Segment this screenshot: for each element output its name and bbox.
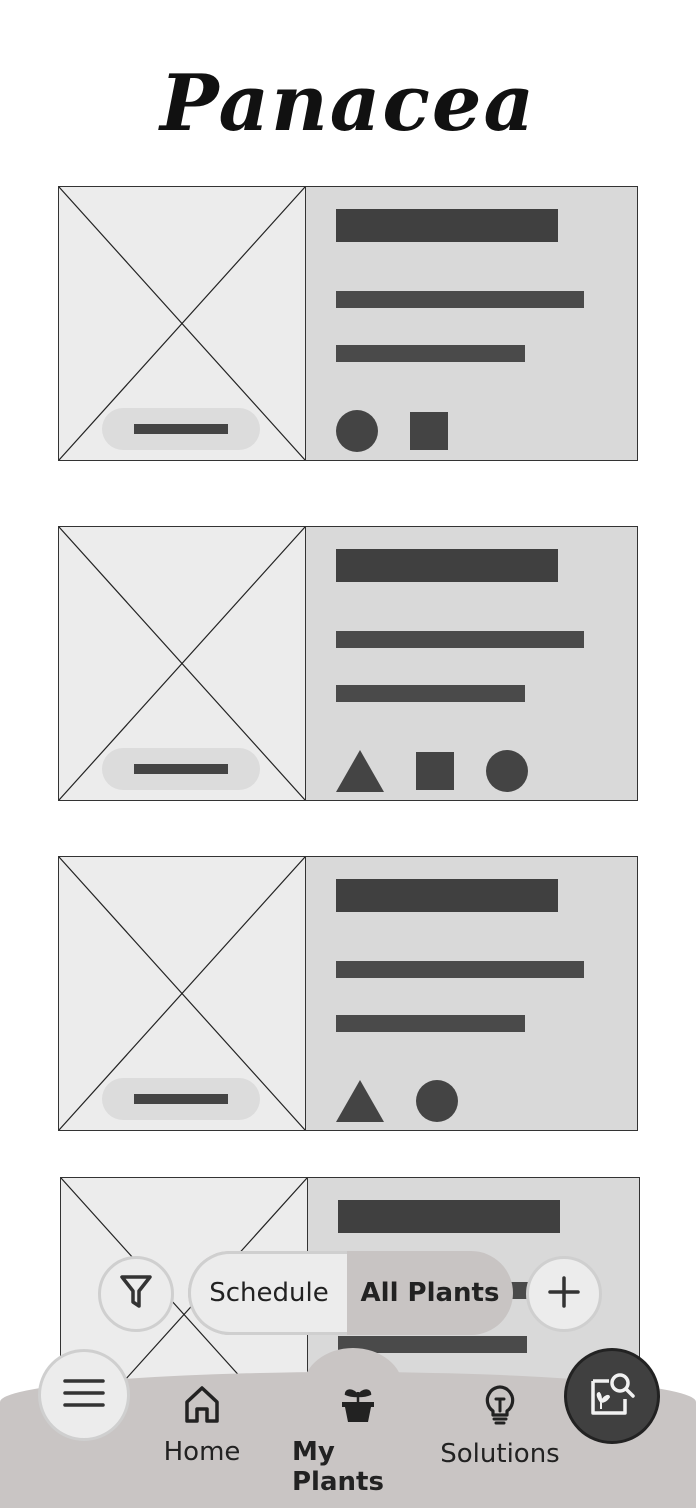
plant-scan-search-icon: [587, 1369, 637, 1423]
plant-text-line-placeholder: [336, 291, 584, 308]
square-indicator: [410, 412, 448, 450]
menu-button[interactable]: [38, 1349, 130, 1441]
circle-indicator: [486, 750, 528, 792]
plant-text-line-placeholder: [338, 1336, 527, 1353]
nav-item-home[interactable]: Home: [163, 1384, 241, 1467]
plant-text-line-placeholder: [336, 631, 584, 648]
plant-text-line-placeholder: [336, 961, 584, 978]
plant-image-placeholder: [59, 187, 306, 460]
triangle-indicator: [336, 1080, 384, 1122]
add-plant-button[interactable]: [526, 1256, 602, 1332]
nav-label-home: Home: [163, 1437, 241, 1467]
nav-label-solutions: Solutions: [440, 1439, 560, 1469]
plant-image-placeholder: [59, 527, 306, 800]
triangle-indicator: [336, 750, 384, 792]
plant-text-line-placeholder: [336, 685, 525, 702]
plant-title-placeholder: [338, 1200, 560, 1233]
plant-image-placeholder: [59, 857, 306, 1130]
plant-care-indicators: [336, 1079, 458, 1123]
scan-plant-button[interactable]: [564, 1348, 660, 1444]
nav-item-my-plants[interactable]: My Plants: [292, 1384, 424, 1497]
plant-card[interactable]: [58, 856, 638, 1131]
circle-indicator: [336, 410, 378, 452]
plant-pot-icon: [338, 1384, 378, 1431]
plus-icon: [547, 1275, 581, 1313]
hamburger-menu-icon: [63, 1378, 105, 1412]
square-indicator: [416, 752, 454, 790]
plant-title-placeholder: [336, 879, 558, 912]
lightbulb-icon: [482, 1384, 518, 1433]
plant-title-placeholder: [336, 209, 558, 242]
plant-text-line-placeholder: [336, 1015, 525, 1032]
tab-all-plants[interactable]: All Plants: [360, 1278, 500, 1308]
circle-indicator: [416, 1080, 458, 1122]
plant-title-placeholder: [336, 549, 558, 582]
nav-item-solutions[interactable]: Solutions: [440, 1384, 560, 1469]
home-icon: [183, 1384, 221, 1431]
plant-care-indicators: [336, 409, 448, 453]
nav-label-my-plants: My Plants: [292, 1437, 384, 1497]
tab-schedule[interactable]: Schedule: [188, 1251, 347, 1335]
view-segmented-control: Schedule All Plants: [188, 1251, 513, 1335]
plant-text-line-placeholder: [336, 345, 525, 362]
app-logo: Panacea: [159, 58, 536, 149]
plant-card[interactable]: [58, 186, 638, 461]
plant-care-indicators: [336, 749, 528, 793]
filter-icon: [119, 1274, 153, 1314]
plant-card[interactable]: [58, 526, 638, 801]
plant-tag-pill: [102, 1078, 260, 1120]
plant-tag-pill: [102, 408, 260, 450]
plant-tag-pill: [102, 748, 260, 790]
filter-button[interactable]: [98, 1256, 174, 1332]
